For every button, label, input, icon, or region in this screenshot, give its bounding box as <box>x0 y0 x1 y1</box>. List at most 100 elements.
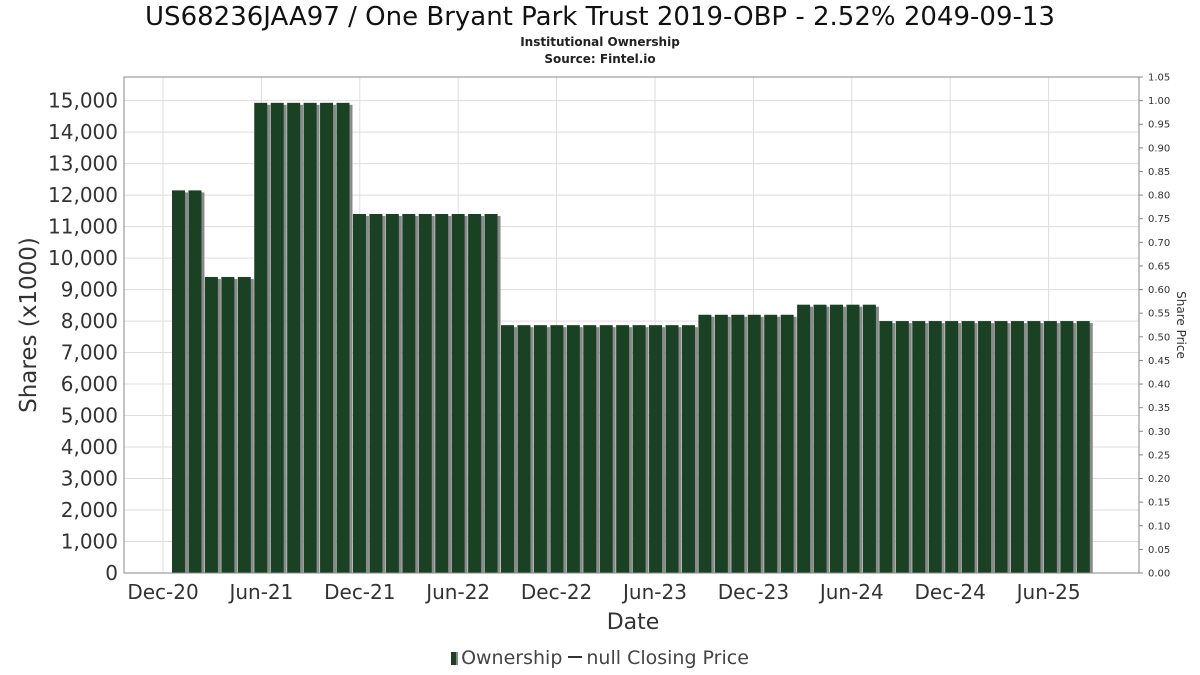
ownership-bar <box>402 213 416 573</box>
y2-tick-label: 0.60 <box>1148 285 1170 296</box>
ownership-bar <box>1027 321 1041 573</box>
ownership-bar <box>961 321 975 573</box>
y2-tick-label: 0.70 <box>1148 238 1170 249</box>
y-tick-label: 3,000 <box>61 467 118 491</box>
ownership-bar <box>978 321 992 573</box>
ownership-legend-label: Ownership <box>461 647 563 669</box>
ownership-bar <box>533 325 547 573</box>
x-tick-label: Jun-24 <box>818 580 884 604</box>
ownership-bar <box>418 213 432 573</box>
x-tick-label: Dec-21 <box>324 580 395 604</box>
x-tick-label: Jun-21 <box>227 580 293 604</box>
ownership-bar <box>451 213 465 573</box>
y-tick-label: 0 <box>105 561 118 585</box>
y2-tick-label: 0.65 <box>1148 261 1170 272</box>
y2-tick-label: 0.05 <box>1148 545 1170 556</box>
x-tick-label: Dec-20 <box>127 580 198 604</box>
y2-tick-label: 1.00 <box>1148 96 1170 107</box>
y-tick-label: 10,000 <box>48 246 118 270</box>
ownership-legend-swatch <box>451 652 459 665</box>
y2-tick-label: 0.20 <box>1148 474 1170 485</box>
ownership-bar <box>846 304 860 573</box>
ownership-bar <box>287 102 301 574</box>
ownership-bar <box>928 321 942 573</box>
y2-axis-title: Share Price <box>1174 291 1188 359</box>
y-tick-label: 1,000 <box>61 530 118 554</box>
ownership-bar <box>731 314 745 573</box>
ownership-bar <box>632 325 646 573</box>
ownership-bar <box>599 325 613 573</box>
ownership-bar <box>303 102 317 574</box>
y2-tick-label: 0.90 <box>1148 143 1170 154</box>
ownership-bar <box>813 304 827 573</box>
chart-title: US68236JAA97 / One Bryant Park Trust 201… <box>145 2 1055 32</box>
legend: Ownership null Closing Price <box>0 647 1200 669</box>
y-tick-label: 5,000 <box>61 404 118 428</box>
y2-tick-label: 1.05 <box>1148 73 1170 84</box>
ownership-bar <box>665 325 679 573</box>
chart-subtitle: Institutional Ownership <box>520 35 680 49</box>
ownership-bar <box>172 190 185 573</box>
x-tick-label: Jun-25 <box>1015 580 1081 604</box>
ownership-bars <box>172 102 1093 574</box>
x-tick-label: Dec-24 <box>915 580 986 604</box>
plot-area <box>123 76 1140 574</box>
y2-tick-label: 0.45 <box>1148 356 1170 367</box>
ownership-bar <box>698 314 712 573</box>
ownership-bar <box>649 325 663 573</box>
y2-tick-label: 0.30 <box>1148 427 1170 438</box>
y2-tick-label: 0.40 <box>1148 380 1170 391</box>
x-tick-label: Jun-22 <box>424 580 490 604</box>
y2-tick-label: 0.75 <box>1148 214 1170 225</box>
ownership-bar <box>912 321 926 573</box>
ownership-bar <box>550 325 564 573</box>
y-tick-label: 15,000 <box>48 89 118 113</box>
y-tick-label: 12,000 <box>48 183 118 207</box>
x-tick-label: Dec-22 <box>521 580 592 604</box>
ownership-bar <box>517 325 531 573</box>
ownership-bar <box>336 102 350 574</box>
y-tick-label: 13,000 <box>48 152 118 176</box>
ownership-bar <box>862 304 876 573</box>
ownership-bar <box>385 213 399 573</box>
ownership-bar <box>764 314 778 573</box>
ownership-bar <box>501 325 514 573</box>
y-tick-label: 4,000 <box>61 435 118 459</box>
ownership-bar <box>320 102 334 574</box>
ownership-bar <box>1010 321 1024 573</box>
ownership-bar <box>1060 321 1074 573</box>
axes: 0 1,000 2,000 3,000 4,000 5,000 6,000 7,000 8,00… <box>16 73 1188 636</box>
ownership-bar <box>780 314 794 573</box>
x-tick-label: Dec-23 <box>718 580 789 604</box>
ownership-bar <box>994 321 1008 573</box>
ownership-bar <box>681 325 695 573</box>
price-legend-label: null Closing Price <box>586 647 749 669</box>
ownership-bar <box>879 321 893 573</box>
ownership-bar <box>270 102 284 574</box>
y2-tick-label: 0.35 <box>1148 403 1170 414</box>
y-tick-label: 14,000 <box>48 120 118 144</box>
ownership-bar <box>221 276 235 573</box>
chart-source: Source: Fintel.io <box>544 52 656 66</box>
y-tick-label: 8,000 <box>61 309 118 333</box>
y2-tick-label: 0.85 <box>1148 167 1170 178</box>
ownership-bar <box>237 276 251 573</box>
y-tick-label: 2,000 <box>61 498 118 522</box>
ownership-bar <box>188 190 202 573</box>
ownership-bar <box>369 213 383 573</box>
price-legend-line <box>568 656 583 658</box>
y-tick-label: 7,000 <box>61 341 118 365</box>
y2-tick-label: 0.95 <box>1148 120 1170 131</box>
y2-tick-label: 0.10 <box>1148 521 1170 532</box>
ownership-bar <box>714 314 728 573</box>
y-tick-label: 6,000 <box>61 372 118 396</box>
y-axis-title: Shares (x1000) <box>16 237 42 413</box>
ownership-bar <box>895 321 909 573</box>
ownership-bar <box>352 213 366 573</box>
ownership-bar <box>435 213 449 573</box>
ownership-bar <box>747 314 761 573</box>
ownership-bar <box>1043 321 1057 573</box>
ownership-bar <box>1076 321 1090 573</box>
x-tick-label: Jun-23 <box>621 580 687 604</box>
